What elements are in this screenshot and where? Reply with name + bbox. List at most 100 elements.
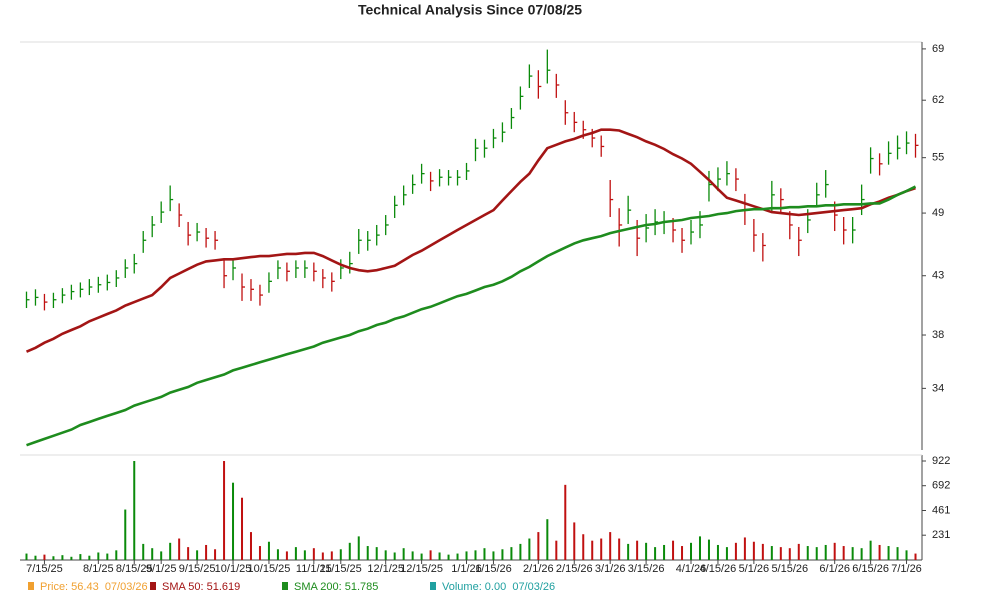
- volume-bar: [546, 519, 549, 560]
- volume-bar: [447, 554, 450, 560]
- sma-line: [25, 128, 916, 353]
- chart-title: Technical Analysis Since 07/08/25: [358, 2, 582, 18]
- volume-bar: [34, 555, 37, 560]
- volume-bar: [842, 546, 845, 560]
- x-tick-label: 5/15/26: [771, 563, 808, 575]
- x-tick-label: 5/1/26: [739, 563, 770, 575]
- volume-bar: [241, 497, 244, 560]
- volume-bar: [321, 552, 324, 560]
- y-tick-label: 34: [932, 382, 944, 394]
- volume-bar: [196, 550, 199, 560]
- y-tick-label: 62: [932, 94, 944, 106]
- volume-bar: [636, 540, 639, 560]
- volume-bar: [537, 532, 540, 560]
- x-tick-label: 2/1/26: [523, 563, 554, 575]
- volume-bar: [25, 553, 28, 560]
- volume-bar: [267, 541, 270, 560]
- volume-bar: [142, 543, 145, 560]
- volume-bar: [375, 547, 378, 560]
- volume-bar: [312, 548, 315, 560]
- volume-bar: [214, 549, 217, 560]
- volume-bar: [348, 542, 351, 560]
- volume-bar: [187, 547, 190, 560]
- volume-bar: [582, 534, 585, 560]
- volume-bar: [205, 544, 208, 560]
- y-tick-label: 43: [932, 270, 944, 282]
- legend-label: SMA 200: 51.785: [294, 581, 378, 593]
- volume-bar: [528, 538, 531, 560]
- x-tick-label: 11/15/25: [320, 563, 362, 575]
- volume-bar: [761, 543, 764, 560]
- volume-bar: [627, 543, 630, 560]
- volume-bar: [851, 547, 854, 560]
- sma-line: [26, 185, 917, 447]
- volume-bar: [465, 551, 468, 560]
- volume-bar: [734, 542, 737, 560]
- x-tick-label: 10/1/25: [215, 563, 252, 575]
- x-tick-label: 12/1/25: [367, 563, 404, 575]
- x-tick-label: 4/15/26: [700, 563, 737, 575]
- x-tick-label: 9/1/25: [146, 563, 177, 575]
- volume-bar: [716, 544, 719, 560]
- volume-bar: [160, 551, 163, 560]
- y-tick-label: 49: [932, 207, 944, 219]
- volume-bar: [743, 537, 746, 560]
- volume-bar: [770, 546, 773, 560]
- volume-bar: [564, 484, 567, 560]
- x-tick-label: 1/1/26: [451, 563, 482, 575]
- volume-bar: [698, 536, 701, 560]
- volume-bar: [88, 555, 91, 560]
- volume-bar: [294, 547, 297, 560]
- volume-bar: [510, 547, 513, 560]
- volume-bar: [600, 538, 603, 560]
- volume-bar: [788, 548, 791, 560]
- volume-bar: [681, 546, 684, 560]
- volume-bar: [878, 544, 881, 560]
- volume-bar: [725, 547, 728, 560]
- volume-bar: [519, 543, 522, 560]
- legend-label: Price: 56.43 07/03/26: [40, 581, 148, 593]
- volume-bar: [555, 540, 558, 560]
- volume-bar: [61, 555, 64, 560]
- y-tick-label: 38: [932, 329, 944, 341]
- volume-bar: [806, 546, 809, 560]
- legend-swatch: [28, 582, 34, 590]
- volume-bar: [223, 461, 226, 560]
- volume-bar: [645, 542, 648, 560]
- x-tick-label: 9/15/25: [179, 563, 216, 575]
- volume-bar: [43, 554, 46, 560]
- volume-bar: [258, 546, 261, 560]
- volume-bar: [779, 547, 782, 560]
- volume-bar: [672, 540, 675, 560]
- x-tick-label: 3/15/26: [628, 563, 665, 575]
- x-tick-label: 12/15/25: [400, 563, 443, 575]
- volume-bar: [824, 544, 827, 560]
- x-tick-label: 8/1/25: [83, 563, 114, 575]
- volume-bar: [914, 553, 917, 560]
- y-tick-label: 55: [932, 152, 944, 164]
- volume-bar: [249, 532, 252, 560]
- volume-bar: [402, 548, 405, 560]
- volume-bar: [133, 461, 136, 560]
- volume-tick-label: 692: [932, 480, 950, 492]
- volume-bar: [591, 540, 594, 560]
- legend-label: SMA 50: 51.619: [162, 581, 240, 593]
- volume-bar: [690, 542, 693, 560]
- legend-swatch: [430, 582, 436, 590]
- volume-bar: [609, 532, 612, 560]
- volume-bar: [330, 551, 333, 560]
- volume-bar: [151, 548, 154, 560]
- volume-bar: [663, 544, 666, 560]
- volume-bar: [752, 541, 755, 560]
- volume-bar: [501, 549, 504, 560]
- volume-bar: [339, 549, 342, 560]
- volume-bar: [905, 550, 908, 560]
- x-tick-label: 10/15/25: [248, 563, 291, 575]
- volume-bar: [833, 542, 836, 560]
- volume-bar: [178, 538, 181, 560]
- volume-bar: [232, 482, 235, 560]
- volume-bar: [357, 536, 360, 560]
- x-tick-label: 11/1/25: [296, 563, 332, 575]
- volume-bar: [124, 509, 127, 560]
